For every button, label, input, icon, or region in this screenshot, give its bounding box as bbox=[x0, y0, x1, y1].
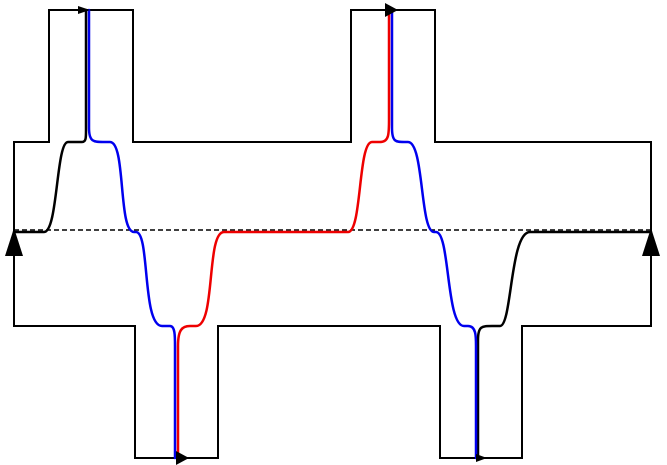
region-outline bbox=[13, 9, 652, 459]
left-arrow-icon bbox=[5, 228, 23, 256]
red-curve bbox=[176, 8, 391, 460]
bottom-right-arrow-icon bbox=[476, 454, 487, 462]
bottom-left-arrow-icon bbox=[176, 451, 189, 465]
top-right-arrow-icon bbox=[385, 3, 398, 17]
blue-curve bbox=[87, 8, 478, 460]
black-curve bbox=[12, 8, 653, 460]
top-left-arrow-icon bbox=[78, 6, 90, 14]
right-arrow-icon bbox=[642, 228, 660, 256]
